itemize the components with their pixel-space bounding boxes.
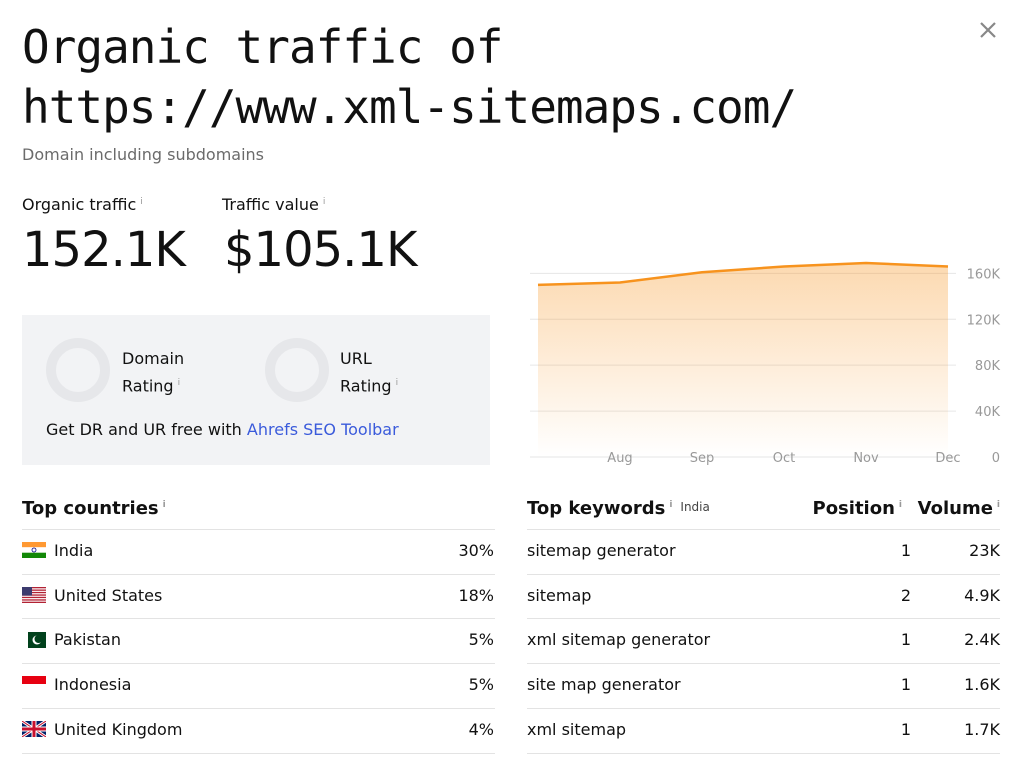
keyword-position: 1 [900, 541, 911, 560]
y-tick-label: 40K [975, 405, 1001, 420]
subtitle: Domain including subdomains [22, 145, 265, 164]
y-tick-label: 0 [992, 451, 1000, 466]
keyword-position: 1 [900, 630, 911, 650]
keyword: sitemap [527, 585, 592, 605]
metric-value: 152.1K [22, 222, 186, 278]
row-separator [22, 529, 495, 530]
flag [22, 542, 46, 558]
info-icon[interactable]: i [395, 378, 399, 388]
info-icon[interactable]: i [140, 196, 143, 207]
table-header: Volume i [918, 498, 1000, 519]
row-separator [22, 573, 495, 575]
keyword: sitemap generator [527, 541, 676, 560]
keyword-volume: 4.9K [964, 585, 1000, 605]
promo-link[interactable]: Ahrefs SEO Toolbar [246, 420, 399, 439]
keyword: xml sitemap [527, 719, 627, 739]
country-name: United States [54, 585, 163, 605]
label: Top countries [22, 498, 159, 519]
info-icon[interactable]: i [322, 196, 326, 207]
flag [22, 676, 46, 692]
label: URL Rating [340, 349, 392, 396]
keyword-volume: 1.6K [964, 675, 1000, 695]
keyword-position: 2 [900, 585, 911, 605]
country-share: 30% [458, 541, 494, 560]
row-separator [527, 573, 1000, 575]
label: Top keywords [527, 498, 666, 519]
country-share: 5% [468, 630, 494, 650]
country-share: 5% [468, 675, 494, 695]
table-header: Top countries i [22, 498, 166, 519]
title: https://www.xml-sitemaps.com/ [22, 80, 797, 134]
area [538, 263, 948, 457]
row-separator [22, 752, 495, 754]
y-tick-label: 120K [967, 313, 1001, 328]
row-separator [527, 618, 1000, 620]
label: Domain Rating [122, 349, 185, 396]
rating-label: URL Rating i [340, 347, 410, 398]
country-name: Pakistan [54, 630, 121, 650]
info-icon[interactable]: i [177, 378, 181, 388]
keyword-volume: 1.7K [964, 719, 1000, 739]
flag [22, 721, 46, 737]
keyword-volume: 23K [969, 541, 1000, 560]
row-separator [22, 618, 495, 620]
row-separator [22, 663, 495, 665]
keyword-volume: 2.4K [964, 630, 1000, 650]
row-separator [527, 529, 1000, 530]
row-separator [527, 752, 1000, 754]
keyword: xml sitemap generator [527, 630, 711, 650]
country-name: India [54, 541, 94, 560]
keyword-position: 1 [900, 675, 911, 695]
label: Traffic value [222, 195, 319, 214]
metric-label: Organic traffic i [22, 195, 143, 214]
info-icon[interactable]: i [162, 500, 166, 510]
flag [22, 632, 46, 648]
rating-ring [265, 338, 329, 402]
info-icon[interactable]: i [996, 500, 1000, 510]
info-icon[interactable]: i [669, 500, 673, 510]
metric-label: Traffic value i [222, 195, 325, 214]
country-filter[interactable]: India [680, 500, 710, 514]
promo: Get DR and UR free with Ahrefs SEO Toolb… [46, 420, 399, 439]
label: Position [812, 498, 895, 519]
label: Organic traffic [22, 195, 137, 214]
title: Organic traffic of [22, 20, 503, 74]
rating-ring [46, 338, 110, 402]
promo-text: Get DR and UR free with [46, 420, 242, 439]
table-header: Top keywords i India [527, 498, 710, 519]
country-name: United Kingdom [54, 719, 183, 739]
row-separator [22, 707, 495, 709]
country-share: 18% [458, 585, 494, 605]
country-share: 4% [468, 719, 494, 739]
keyword-position: 1 [900, 719, 911, 739]
label: Volume [917, 498, 993, 519]
close-button[interactable] [978, 20, 998, 40]
row-separator [527, 707, 1000, 709]
metric-value: $105.1K [224, 222, 417, 278]
country-name: Indonesia [54, 675, 132, 695]
row-separator [527, 663, 1000, 665]
table-header: Position i [813, 498, 903, 519]
flag [22, 587, 46, 603]
rating-box: Domain Rating i URL Rating i Get DR and UR… [22, 315, 490, 465]
line [537, 261, 949, 287]
keyword: site map generator [527, 675, 681, 695]
rating-label: Domain Rating i [122, 347, 202, 398]
info-icon[interactable]: i [898, 500, 902, 510]
y-tick-label: 160K [967, 267, 1001, 282]
y-tick-label: 80K [975, 359, 1001, 374]
